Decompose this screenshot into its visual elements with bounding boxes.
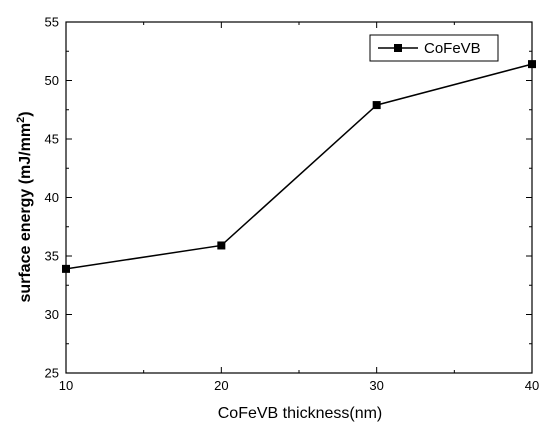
plot-area: 10 20 30 40 25 30 35 40 45 50 55	[45, 15, 540, 394]
y-tick-label: 35	[45, 249, 59, 264]
y-tick-label: 30	[45, 307, 59, 322]
y-tick-label: 25	[45, 366, 59, 381]
legend: CoFeVB	[369, 34, 499, 62]
series-layer	[62, 60, 536, 273]
data-point	[372, 101, 381, 110]
y-axis-title: surface energy (mJ/mm2)	[15, 111, 34, 302]
x-tick-label: 30	[369, 378, 383, 393]
x-tick-label: 40	[525, 378, 539, 393]
y-tick-label: 55	[45, 15, 59, 30]
series-line	[65, 63, 533, 270]
data-point	[528, 60, 536, 69]
plot-frame	[65, 21, 533, 374]
x-tick-label: 10	[59, 378, 73, 393]
y-axis-title-main: surface energy (mJ/mm	[17, 123, 34, 303]
x-axis-title: CoFeVB thickness(nm)	[218, 405, 383, 422]
data-point	[62, 264, 70, 273]
x-tick-label: 20	[214, 378, 228, 393]
y-axis-title-end: )	[17, 111, 34, 116]
legend-label: CoFeVB	[424, 40, 481, 57]
y-tick-label: 50	[45, 73, 59, 88]
data-point	[217, 241, 226, 250]
y-tick-label: 45	[45, 132, 59, 147]
legend-marker	[394, 44, 402, 52]
y-tick-label: 40	[45, 190, 59, 205]
y-axis-title-sup: 2	[15, 117, 27, 123]
